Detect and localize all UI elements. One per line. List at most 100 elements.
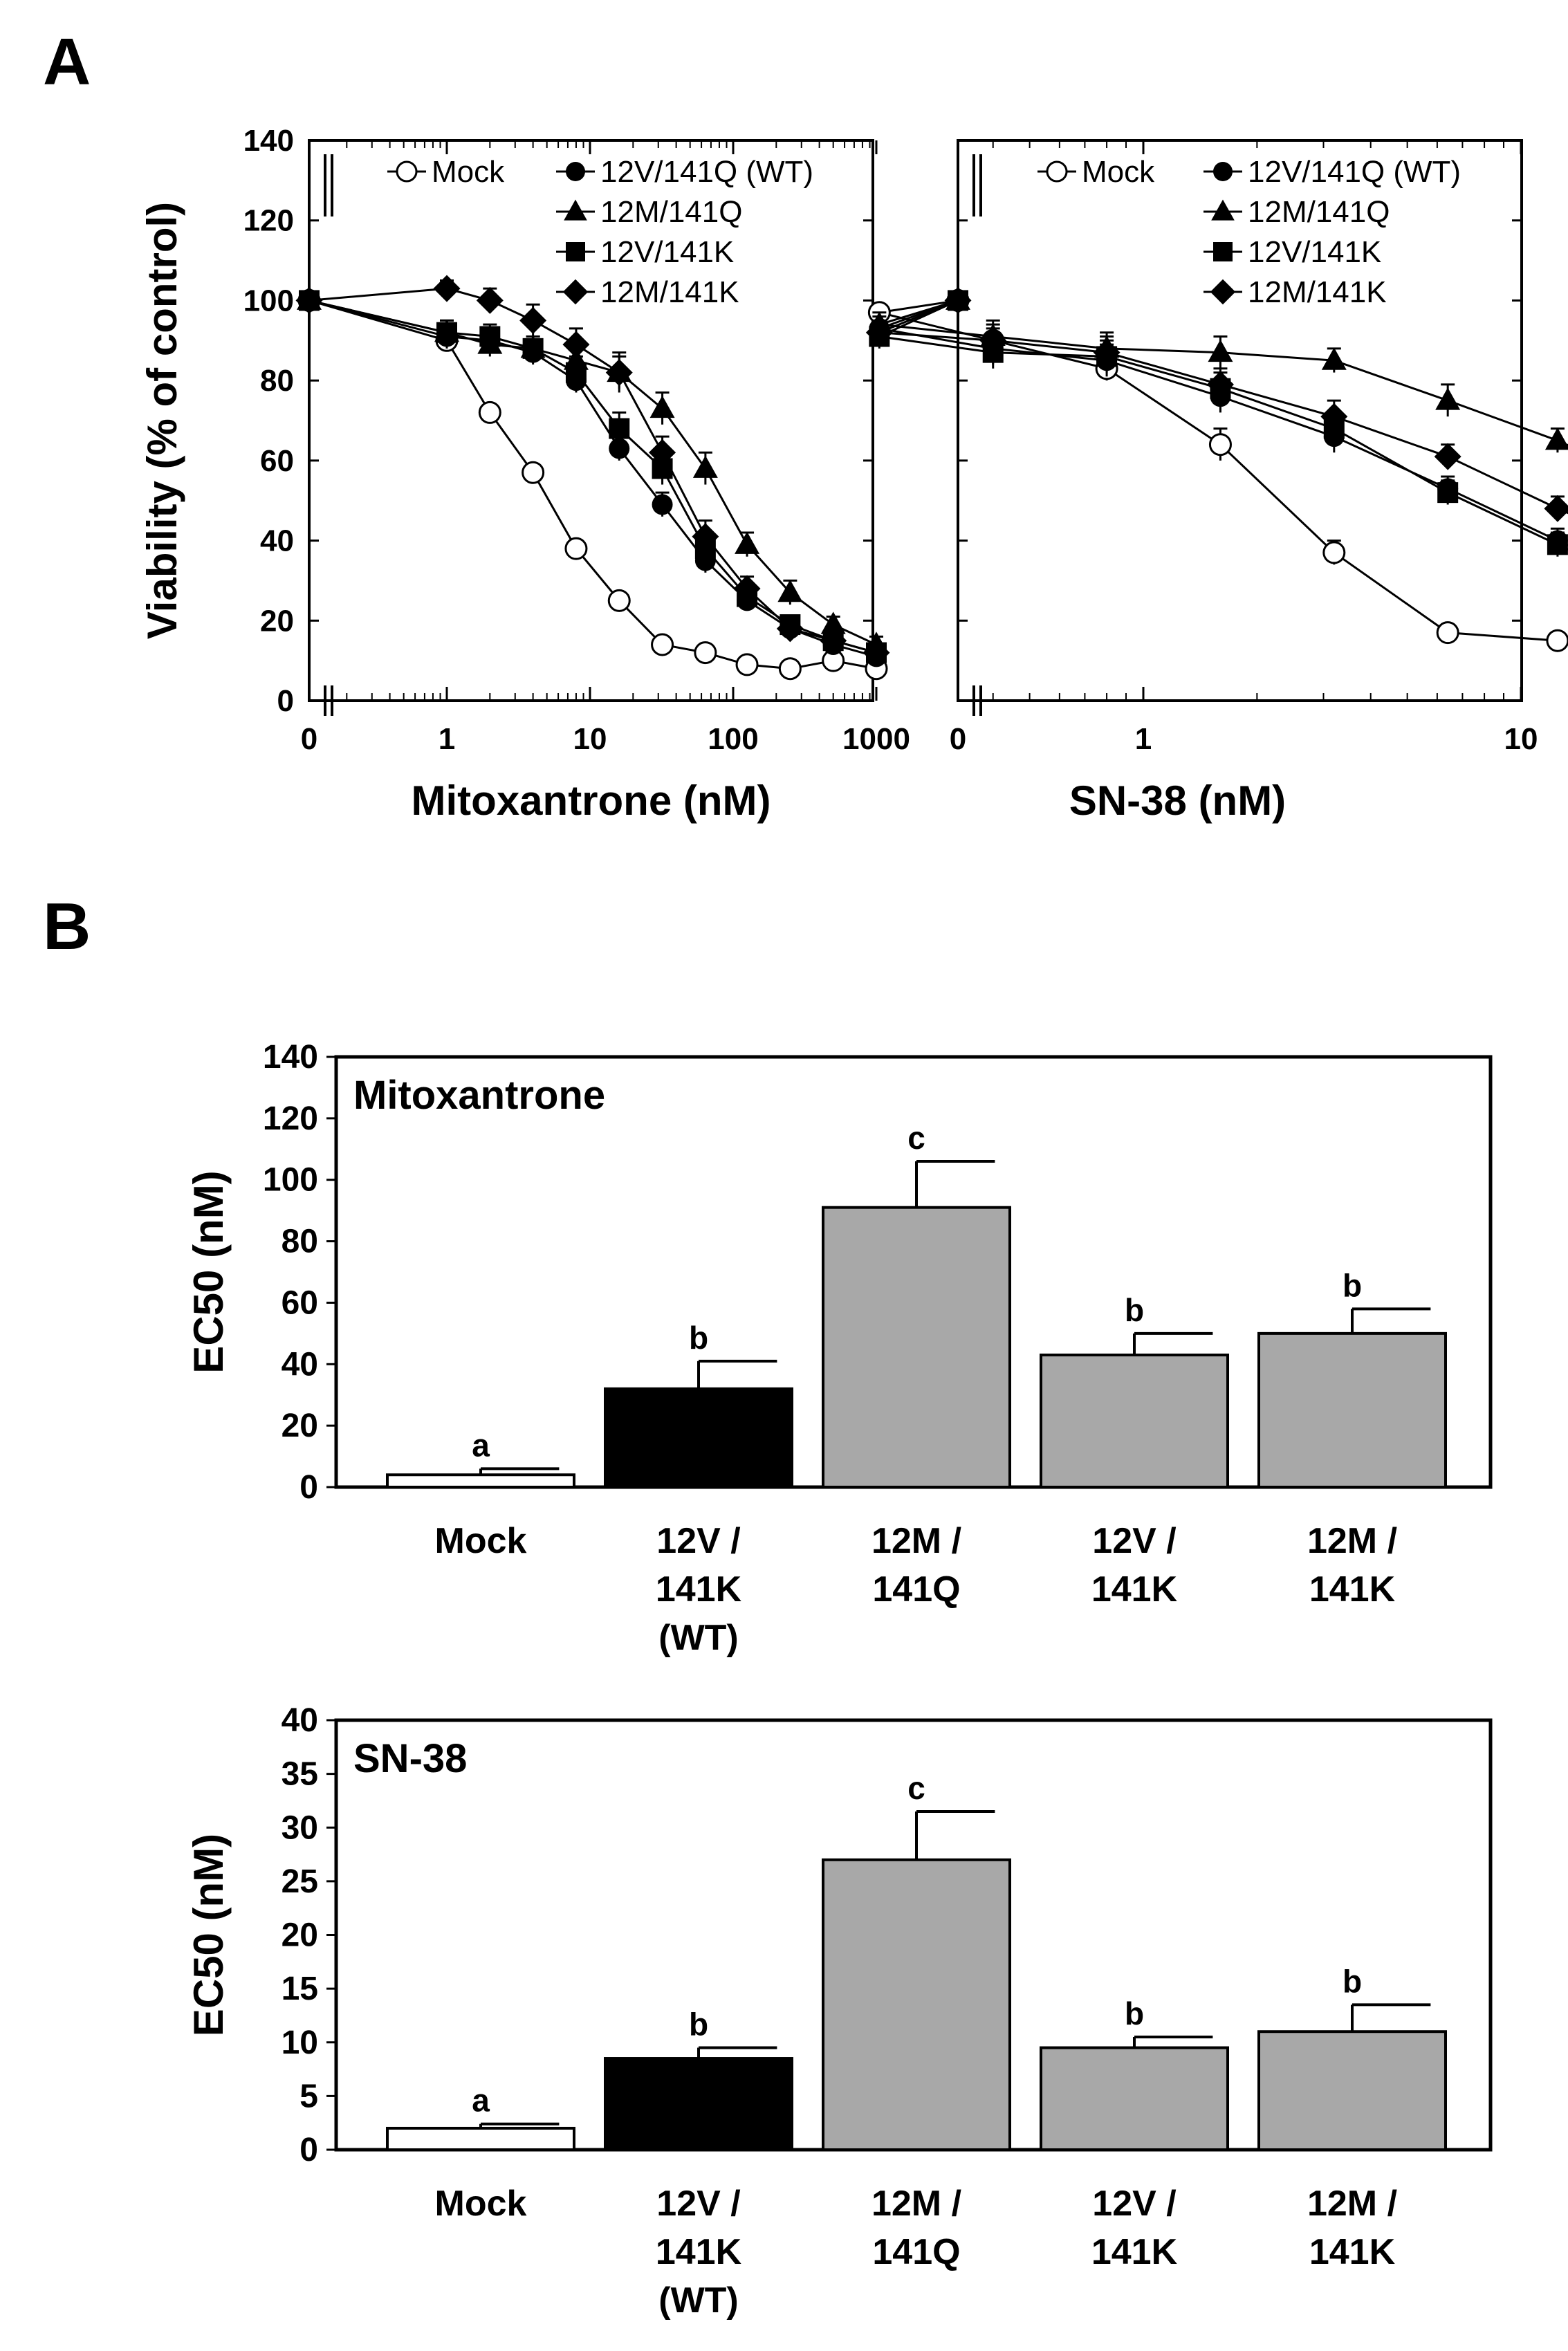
mitoxantrone-series-12m-141q bbox=[297, 287, 889, 654]
mitoxantrone-series-12m-141k-point bbox=[295, 286, 323, 314]
mitoxantrone-series-12m-141k-point bbox=[649, 439, 676, 466]
sn38-series-12m-141k bbox=[865, 286, 1568, 522]
sn38-series-12m-141k-point bbox=[1434, 443, 1461, 470]
mitoxantrone-legend-item-mock-marker bbox=[396, 160, 418, 183]
mitoxantrone-ec50-ytick-label-0: 0 bbox=[299, 1469, 318, 1506]
sn38-xtick-label-1: 1 bbox=[1135, 722, 1152, 756]
bar-chart-mitoxantrone-ec50: 0 20 40 60 80 100 120 140 EC50 (nM) Mitoxantrone a… bbox=[185, 1039, 1493, 1658]
mitoxantrone-ec50-category-label-line: 12M / bbox=[1307, 1521, 1397, 1561]
mitoxantrone-series-12v-141k-point bbox=[609, 418, 630, 439]
mitoxantrone-ec50-ytick-label-80: 80 bbox=[282, 1224, 318, 1260]
mitoxantrone-series-12m-141k-point bbox=[733, 575, 761, 602]
sn38-legend-item-12v-141k-label: 12V/141K bbox=[1248, 235, 1381, 269]
mitoxantrone-series-12v-141q-wt-point bbox=[609, 438, 630, 459]
mitoxantrone-series-12m-141k-point bbox=[562, 331, 590, 358]
sn38-series-mock-point bbox=[1322, 541, 1346, 564]
mitoxantrone-ytick-label-20: 20 bbox=[260, 604, 294, 638]
mitoxantrone-series-12v-141k-point bbox=[565, 362, 587, 383]
line-chart-mitoxantrone: 0 20 40 60 80 100 120 140 0 1 10 100 1000 Mitoxantron… bbox=[139, 124, 910, 824]
mitoxantrone-ec50-category-label-line: 141K bbox=[656, 1569, 742, 1610]
mitoxantrone-ytick-label-140: 140 bbox=[243, 124, 294, 158]
sn38-series-12m-141k-point bbox=[979, 326, 1007, 354]
mitoxantrone-legend: Mock 12V/141Q (WT) 12M/141Q 12V/141K 12M/141… bbox=[387, 155, 813, 309]
sn38-series-mock-point bbox=[1436, 621, 1459, 645]
mitoxantrone-series-12v-141q-wt-line bbox=[308, 299, 877, 658]
sn38-ec50-category-label-line: Mock bbox=[435, 2184, 527, 2224]
mitoxantrone-series-mock-point bbox=[694, 641, 717, 665]
mitoxantrone-series-12m-141q-point bbox=[820, 611, 846, 634]
sn38-ec50-category-label-3: 12V / 141K bbox=[1091, 2184, 1178, 2272]
mitoxantrone-ec50-category-label-1: 12V / 141K (WT) bbox=[656, 1521, 742, 1658]
sn38-xtick-label-10: 10 bbox=[1504, 722, 1538, 756]
mitoxantrone-ec50-category-label-line: 12V / bbox=[1092, 1521, 1176, 1561]
sn38-series-12m-141k-point bbox=[1206, 371, 1234, 398]
sn38-ec50-bar-3 bbox=[1040, 2046, 1229, 2151]
mitoxantrone-yaxis-title: Viability (% of control) bbox=[139, 202, 185, 639]
mitoxantrone-ec50-category-label-line: 141K bbox=[1091, 1569, 1178, 1610]
mitoxantrone-ec50-category-label-line: (WT) bbox=[658, 1618, 738, 1658]
sn38-ec50-category-label-line: 12V / bbox=[1092, 2184, 1176, 2224]
mitoxantrone-legend-item-12m-141q-marker bbox=[564, 199, 587, 221]
sn38-ec50-significance-b: b bbox=[1343, 1963, 1362, 1999]
mitoxantrone-series-12v-141k-point bbox=[522, 338, 544, 359]
mitoxantrone-legend-item-12v-141q-wt-label: 12V/141Q (WT) bbox=[600, 155, 813, 189]
sn38-ec50-category-label-line: 12M / bbox=[1307, 2184, 1397, 2224]
sn38-ec50-ytick-label-5: 5 bbox=[299, 2078, 318, 2114]
mitoxantrone-ytick-label-100: 100 bbox=[243, 284, 294, 317]
sn38-ec50-category-label-line: 12M / bbox=[871, 2184, 961, 2224]
sn38-ec50-bar-1 bbox=[604, 2057, 793, 2152]
sn38-legend: Mock 12V/141Q (WT) 12M/141Q 12V/141K 12M/141… bbox=[1037, 155, 1461, 309]
sn38-legend-item-12m-141q-marker bbox=[1211, 199, 1235, 221]
mitoxantrone-ec50-category-label-line: 141K bbox=[1309, 1569, 1396, 1610]
sn38-series-12m-141k-point bbox=[944, 286, 972, 314]
sn38-series-12m-141k-point bbox=[1320, 403, 1348, 430]
mitoxantrone-ytick-label-40: 40 bbox=[260, 524, 294, 558]
mitoxantrone-series-mock-point bbox=[607, 589, 631, 612]
mitoxantrone-ec50-category-label-3: 12V / 141K bbox=[1091, 1521, 1178, 1610]
mitoxantrone-ec50-yaxis-title: EC50 (nM) bbox=[185, 1170, 232, 1373]
mitoxantrone-legend-item-12m-141k-label: 12M/141K bbox=[600, 275, 739, 309]
mitoxantrone-legend-item-12v-141q-wt-marker bbox=[566, 162, 585, 181]
sn38-series-12m-141q-point bbox=[1544, 427, 1568, 450]
mitoxantrone-ytick-label-120: 120 bbox=[243, 204, 294, 238]
sn38-ec50-ytick-label-25: 25 bbox=[282, 1863, 318, 1900]
mitoxantrone-ec50-bar-4 bbox=[1257, 1331, 1447, 1489]
sn38-xtick-label-0: 0 bbox=[950, 722, 966, 756]
sn38-ec50-bar-2 bbox=[822, 1858, 1011, 2151]
mitoxantrone-series-mock-point bbox=[564, 537, 588, 560]
sn38-series-12v-141k-point bbox=[1437, 482, 1459, 504]
mitoxantrone-ec50-category-label-4: 12M / 141K bbox=[1307, 1521, 1397, 1610]
mitoxantrone-ec50-chart-title: Mitoxantrone bbox=[353, 1073, 605, 1118]
mitoxantrone-ec50-ytick-label-140: 140 bbox=[263, 1039, 318, 1076]
sn38-ec50-ytick-label-20: 20 bbox=[282, 1917, 318, 1954]
sn38-xaxis-title: SN-38 (nM) bbox=[1069, 777, 1286, 824]
sn38-ec50-chart-title: SN-38 bbox=[353, 1736, 467, 1781]
mitoxantrone-ec50-bar-1 bbox=[604, 1387, 793, 1489]
sn38-ec50-category-label-line: 141Q bbox=[872, 2232, 960, 2272]
mitoxantrone-series-12m-141q-point bbox=[777, 580, 803, 602]
mitoxantrone-series-12v-141q-wt bbox=[299, 290, 887, 667]
mitoxantrone-series-12v-141k-point bbox=[479, 326, 501, 347]
sn38-ec50-ytick-label-40: 40 bbox=[282, 1702, 318, 1739]
sn38-ec50-category-label-line: (WT) bbox=[658, 2280, 738, 2321]
mitoxantrone-series-12m-141k-point bbox=[692, 523, 719, 551]
sn38-ec50-ytick-label-15: 15 bbox=[282, 1971, 318, 2007]
mitoxantrone-xaxis-title: Mitoxantrone (nM) bbox=[412, 777, 771, 824]
mitoxantrone-ec50-category-label-line: 141Q bbox=[872, 1569, 960, 1610]
mitoxantrone-ec50-ytick-label-60: 60 bbox=[282, 1284, 318, 1321]
sn38-legend-item-12m-141q-label: 12M/141Q bbox=[1248, 195, 1390, 229]
sn38-ec50-category-label-line: 141K bbox=[1091, 2232, 1178, 2272]
sn38-ec50-category-label-1: 12V / 141K (WT) bbox=[656, 2184, 742, 2321]
sn38-plot-frame bbox=[957, 139, 1523, 702]
mitoxantrone-ec50-ytick-label-40: 40 bbox=[282, 1346, 318, 1383]
mitoxantrone-ytick-label-60: 60 bbox=[260, 444, 294, 478]
mitoxantrone-ec50-ytick-label-120: 120 bbox=[263, 1100, 318, 1137]
sn38-ec50-bar-4 bbox=[1257, 2030, 1447, 2152]
mitoxantrone-xtick-label-1: 1 bbox=[439, 722, 455, 756]
sn38-ec50-significance-c: c bbox=[907, 1770, 925, 1806]
mitoxantrone-legend-item-12m-141k-marker bbox=[562, 279, 589, 305]
sn38-series-12v-141k-point bbox=[1547, 534, 1568, 555]
mitoxantrone-series-12m-141q-point bbox=[649, 395, 675, 418]
mitoxantrone-series-12m-141k-point bbox=[863, 639, 890, 667]
